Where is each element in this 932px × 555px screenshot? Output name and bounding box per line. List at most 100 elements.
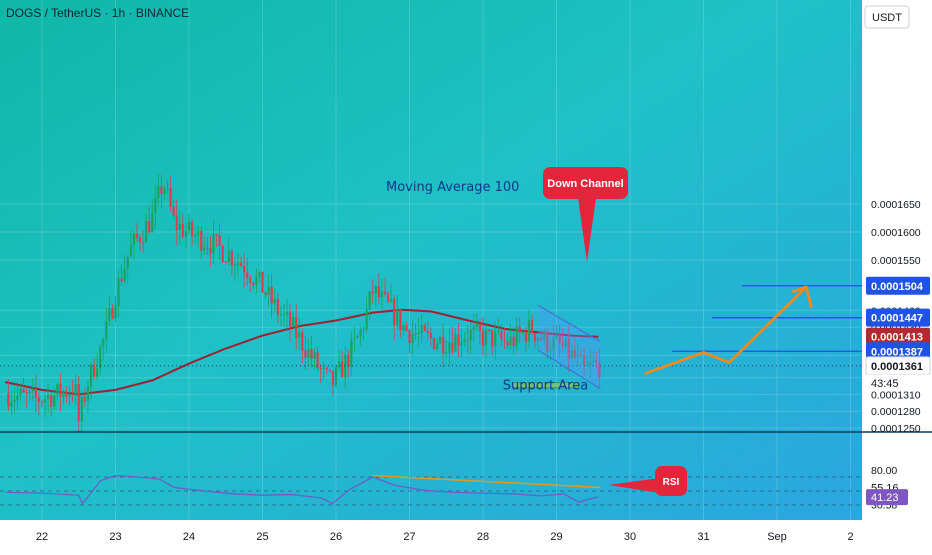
time-tick-label: 23: [109, 531, 121, 543]
candle-body: [564, 338, 567, 347]
candle-body: [270, 286, 273, 304]
candle-body: [22, 388, 25, 393]
currency-selector[interactable]: USDT: [864, 5, 910, 29]
candle-body: [558, 336, 561, 344]
candle-body: [481, 330, 485, 346]
candle-body: [417, 333, 420, 335]
candle-body: [96, 368, 99, 377]
candle-body: [582, 355, 586, 366]
rsi-pane: RSI: [0, 466, 862, 506]
time-tick-label: Sep: [767, 531, 787, 543]
plot-background: [0, 0, 862, 520]
candle-body: [362, 329, 365, 331]
candle-body: [411, 333, 414, 344]
candle-body: [227, 251, 230, 263]
candle-body: [570, 350, 573, 359]
time-tick-label: 29: [550, 531, 562, 543]
candle-body: [68, 393, 71, 397]
candle-body: [509, 336, 512, 346]
candle-body: [129, 244, 132, 257]
candle-body: [141, 242, 145, 244]
candle-body: [524, 331, 527, 342]
price-label-box: [866, 342, 930, 361]
candle-body: [478, 323, 482, 331]
candle-body: [484, 329, 488, 346]
candle-body: [393, 299, 396, 326]
candle-body: [160, 186, 163, 195]
candle-body: [288, 311, 292, 327]
price-label: 0.0001413: [871, 332, 923, 344]
time-tick-label: 22: [36, 531, 48, 543]
candle-body: [313, 352, 316, 359]
candle-body: [295, 317, 298, 338]
candle-body: [457, 334, 460, 346]
candle-body: [561, 343, 564, 347]
currency-label[interactable]: USDT: [872, 12, 902, 24]
candle-body: [334, 367, 338, 385]
candle-body: [243, 265, 246, 273]
candle-body: [402, 325, 405, 331]
candle-body: [506, 340, 509, 346]
candle-body: [442, 336, 445, 354]
support-area-label: Support Area: [503, 379, 588, 394]
candle-body: [37, 397, 41, 403]
candle-body: [533, 333, 537, 341]
candle-body: [108, 308, 111, 322]
time-tick-label: 28: [477, 531, 489, 543]
price-label: 0.0001504: [871, 281, 924, 293]
candle-body: [279, 314, 282, 316]
candle-body: [396, 309, 399, 326]
candle-body: [7, 393, 10, 407]
annotations-layer: Support Area Moving Average 100 Down Chann…: [0, 167, 862, 394]
candle-body: [328, 369, 331, 371]
candle-body: [460, 342, 463, 346]
candle-body: [86, 386, 90, 402]
candle-body: [43, 399, 47, 403]
candle-body: [135, 233, 139, 238]
candle-body: [359, 329, 362, 337]
candle-body: [475, 323, 478, 327]
time-tick-label: 2: [847, 531, 853, 543]
price-axis-background: [862, 0, 932, 520]
candle-body: [592, 360, 595, 363]
candle-body: [34, 388, 37, 398]
candle-body: [273, 299, 276, 304]
down-channel-upper-line: [537, 304, 601, 343]
time-tick-label: 31: [697, 531, 709, 543]
time-axis-background: [0, 520, 932, 550]
candle-body: [567, 338, 570, 359]
candle-body: [589, 362, 592, 366]
countdown-box: [866, 374, 930, 391]
candle-body: [350, 339, 353, 367]
candle-body: [488, 329, 491, 331]
candle-body: [83, 396, 86, 402]
candle-body: [530, 320, 534, 334]
price-tick-label: 0.0001600: [871, 227, 921, 239]
candle-body: [230, 251, 233, 266]
rsi-callout: [655, 466, 687, 496]
candle-body: [282, 313, 286, 315]
candle-body: [258, 271, 261, 277]
time-tick-label: 26: [330, 531, 342, 543]
candle-body: [13, 399, 16, 402]
rsi-callout-pointer: [608, 478, 660, 493]
candle-body: [175, 215, 178, 230]
candle-body: [267, 286, 270, 295]
candle-body: [503, 339, 506, 341]
candle-body: [206, 247, 209, 249]
candle-body: [163, 188, 166, 195]
candle-body: [383, 291, 387, 294]
candle-body: [212, 234, 215, 254]
price-tick-label: 0.0001280: [871, 406, 921, 418]
candle-body: [439, 336, 442, 344]
candle-body: [99, 346, 102, 369]
price-tick-label: 0.0001550: [871, 255, 921, 267]
candle-body: [426, 330, 429, 334]
candle-body: [249, 278, 252, 283]
candle-body: [62, 391, 65, 397]
candle-body: [276, 299, 279, 315]
candle-body: [56, 383, 59, 395]
candle-body: [209, 248, 212, 254]
